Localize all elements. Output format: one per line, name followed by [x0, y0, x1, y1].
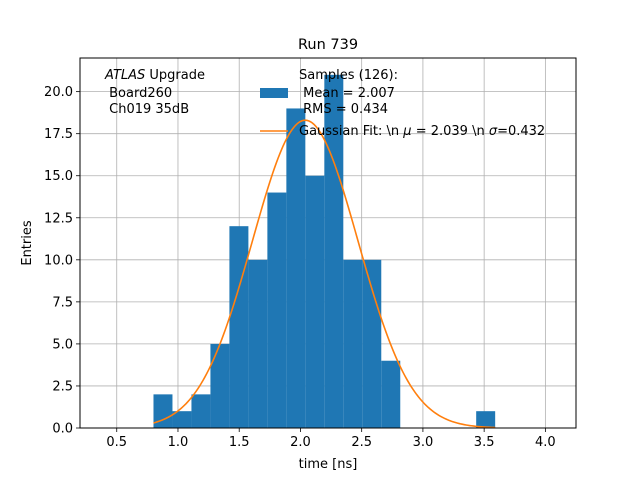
atlas-annotation: ATLAS Upgrade Board260 Ch019 35dB	[104, 68, 205, 117]
x-tick-label: 2.5	[351, 435, 372, 450]
gaussian-fit	[153, 119, 496, 429]
legend: Samples (126): Mean = 2.007 RMS = 0.434 …	[260, 68, 545, 139]
x-tick-label: 3.0	[413, 435, 434, 450]
legend-samples-line-1: Samples (126):	[299, 68, 398, 83]
histogram-bar	[324, 74, 344, 429]
x-tick-label: 0.5	[106, 435, 127, 450]
chart-title: Run 739	[298, 37, 358, 53]
y-axis-label: Entries	[20, 220, 35, 266]
x-tick-label: 1.0	[168, 435, 189, 450]
legend-fit-sigma-value: =0.432	[497, 124, 545, 139]
x-tick-label: 2.0	[290, 435, 311, 450]
annotation-line-3: Ch019 35dB	[105, 102, 189, 117]
plot-frame	[79, 57, 577, 429]
annotation-atlas: ATLAS	[104, 68, 145, 83]
histogram-bar	[286, 108, 306, 429]
histogram-bars	[153, 74, 496, 429]
y-tick-label: 15.0	[44, 169, 73, 184]
legend-samples-patch	[260, 88, 288, 98]
annotation-upgrade: Upgrade	[145, 68, 205, 83]
histogram-bar	[343, 259, 363, 428]
y-tick-label: 0.0	[52, 422, 73, 437]
legend-samples-line-2: Mean = 2.007	[299, 86, 395, 101]
legend-fit-mu-value: = 2.039 \n	[412, 124, 489, 139]
y-tick-label: 5.0	[52, 337, 73, 352]
x-tick-label: 1.5	[229, 435, 250, 450]
annotation-line-1: ATLAS Upgrade	[104, 68, 205, 83]
histogram-bar	[172, 411, 192, 428]
histogram-bar	[381, 360, 401, 428]
histogram-bar	[191, 394, 211, 428]
y-tick-label: 7.5	[52, 295, 73, 310]
axis-ticks: 0.5 1.0 1.5 2.0 2.5 3.0 3.5 4.0 0.0 2.5 5.0 7.5 10.0…	[44, 85, 556, 450]
legend-fit-sigma-symbol: σ	[489, 124, 498, 139]
annotation-line-2: Board260	[105, 86, 172, 101]
histogram-bar	[362, 259, 382, 428]
y-tick-label: 12.5	[44, 211, 73, 226]
legend-fit-label: Gaussian Fit: \n μ = 2.039 \n σ=0.432	[299, 124, 545, 139]
x-axis-label: time [ns]	[299, 457, 358, 472]
legend-fit-prefix: Gaussian Fit: \n	[299, 124, 403, 139]
histogram-bar	[305, 175, 325, 428]
y-tick-label: 2.5	[52, 379, 73, 394]
histogram-bar	[476, 411, 496, 428]
x-tick-label: 4.0	[535, 435, 556, 450]
y-tick-label: 17.5	[44, 127, 73, 142]
y-tick-label: 10.0	[44, 253, 73, 268]
gaussian-fit-curve	[153, 119, 496, 429]
histogram-bar	[153, 394, 173, 428]
histogram-bar	[229, 226, 249, 428]
x-tick-label: 3.5	[474, 435, 495, 450]
legend-fit-mu-symbol: μ	[402, 124, 411, 139]
legend-samples-line-3: RMS = 0.434	[299, 102, 388, 117]
y-tick-label: 20.0	[44, 85, 73, 100]
histogram-bar	[267, 192, 287, 428]
histogram-bar	[248, 259, 268, 428]
histogram-bar	[210, 343, 230, 428]
